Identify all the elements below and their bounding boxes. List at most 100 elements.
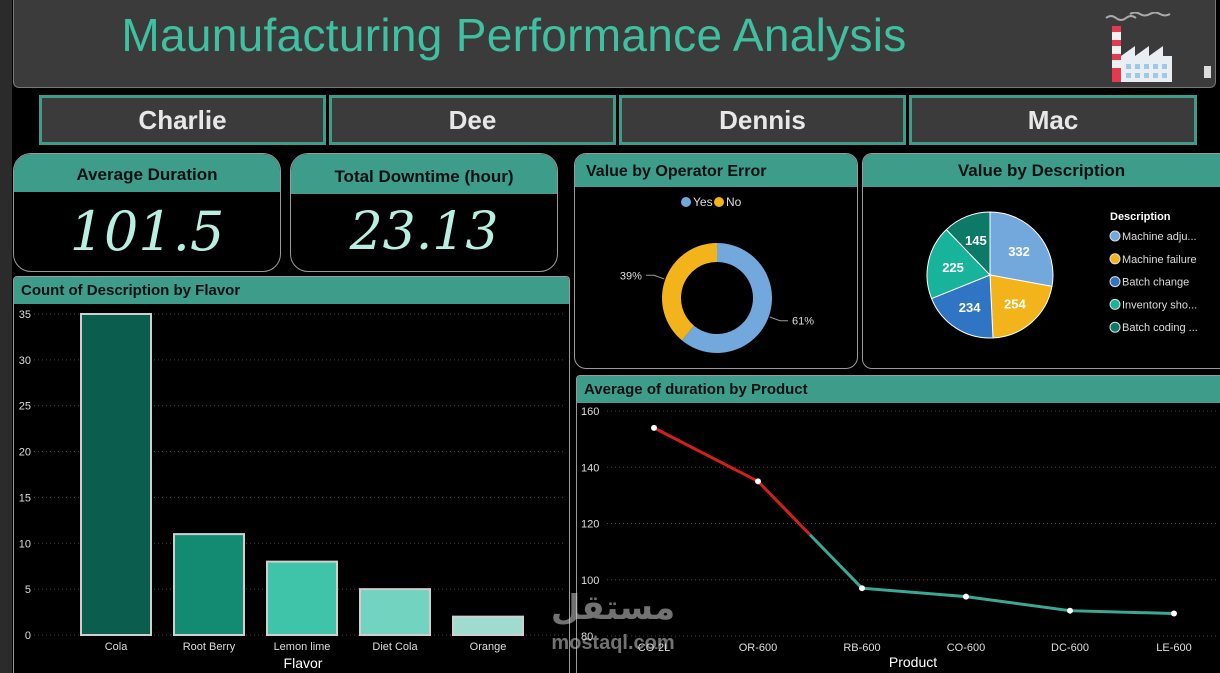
y-tick-label: 10 [19,538,31,550]
line-segment [653,426,759,483]
y-tick-label: 120 [581,519,599,531]
legend-swatch [681,197,691,207]
x-tick-label: CO-2L [638,642,670,654]
x-tick-label: LE-600 [1156,642,1191,654]
legend-swatch [1109,298,1121,310]
y-tick-label: 160 [581,406,599,418]
legend-label: No [726,195,742,209]
kpi-label: Total Downtime (hour) [291,154,557,194]
legend-label: Machine failure [1122,254,1197,266]
legend-label: Inventory sho... [1122,299,1197,311]
x-tick-label: RB-600 [843,642,880,654]
donut-slice-no [662,243,717,341]
operator-button-dennis[interactable]: Dennis [619,95,906,145]
kpi-value: 101.5 [69,200,225,263]
left-edge-strip [0,0,12,673]
legend-swatch [714,197,724,207]
pie-value-label: 145 [965,233,987,248]
donut-slice-yes [681,243,772,353]
pie-value-label: 225 [942,260,964,275]
line-segment [756,480,812,536]
legend-label: Batch change [1122,277,1189,289]
y-tick-label: 15 [19,492,31,504]
y-tick-label: 35 [19,309,31,321]
pie-slice [930,274,994,339]
bar-root-berry [173,533,245,636]
bar-lemon-lime [266,560,338,636]
y-tick-label: 5 [25,584,31,596]
x-tick-label: Root Berry [183,641,236,653]
leader-line [769,316,789,322]
legend-swatch [1109,230,1121,242]
legend-title: Description [1110,211,1171,223]
data-point [1067,607,1073,614]
chart-title: Count of Description by Flavor [14,277,569,304]
x-tick-label: Cola [105,641,129,653]
data-point [651,424,657,431]
scroll-handle[interactable] [1204,66,1211,78]
pie-value-label: 254 [1004,296,1026,311]
bar-cola [80,313,152,636]
data-label: 61% [792,316,814,328]
leader-line [645,274,665,280]
page-title: Maunufacturing Performance Analysis [121,9,907,61]
x-tick-label: OR-600 [739,642,778,654]
x-tick-label: DC-600 [1051,642,1089,654]
operator-button-mac[interactable]: Mac [909,95,1197,145]
data-point [755,478,761,485]
kpi-value: 23.13 [349,202,499,262]
x-tick-label: Orange [470,641,507,653]
line-segment [965,595,1071,613]
line-segment [1069,609,1175,615]
chart-title: Value by Operator Error [575,154,857,187]
legend-label: Yes [693,195,713,209]
pie-value-label: 234 [959,300,981,315]
chart-title: Average of duration by Product [577,376,1220,403]
legend-swatch [1109,276,1121,288]
bar-diet-cola [359,588,431,636]
chart-title: Value by Description [863,154,1220,187]
y-tick-label: 140 [581,462,599,474]
kpi-card-average-duration: Average Duration 101.5 [13,153,281,272]
y-tick-label: 100 [581,575,599,587]
kpi-label: Average Duration [14,154,280,192]
legend-swatch [1109,253,1121,265]
x-tick-label: Diet Cola [372,641,418,653]
line-segment [861,586,967,599]
pie-slice [945,211,991,277]
duration-line-chart: 80 100 120 140 160 CO-2L OR-600 RB-600 CO-600 DC-… [581,406,1217,670]
x-tick-label: Lemon lime [274,641,331,653]
pie-slice [989,211,1054,287]
y-tick-label: 0 [25,630,31,642]
operator-error-donut: Yes No 61% 39% [620,195,814,353]
x-axis-label: Product [889,654,937,670]
y-tick-label: 25 [19,401,31,413]
operator-button-dee[interactable]: Dee [329,95,616,145]
operator-error-card: Value by Operator Error Yes No 61% 39% [574,153,858,369]
line-segment [808,533,864,590]
operator-button-charlie[interactable]: Charlie [39,95,326,145]
pie-slice [926,228,991,300]
y-tick-label: 20 [19,447,31,459]
flavor-bar-chart: 0 5 10 15 20 25 30 35 Cola Root Berry Lemon lime Di… [19,309,566,671]
pie-slice [989,274,1053,339]
legend-label: Machine adju... [1122,231,1197,243]
x-axis-label: Flavor [284,655,323,671]
pie-value-label: 332 [1008,244,1030,259]
data-point [859,585,865,592]
data-point [963,593,969,600]
flavor-bar-card: Count of Description by Flavor 0 5 10 15 20 2… [13,276,570,673]
x-tick-label: CO-600 [947,642,986,654]
y-tick-label: 80 [581,631,593,643]
factory-icon [1105,12,1172,82]
header-banner: Maunufacturing Performance Analysis [13,0,1216,88]
kpi-card-total-downtime: Total Downtime (hour) 23.13 [290,153,558,272]
legend-label: Batch coding ... [1122,322,1198,334]
bar-orange [452,615,524,636]
data-label: 39% [620,270,642,282]
legend-swatch [1109,321,1121,333]
data-point [1171,610,1177,617]
duration-line-card: Average of duration by Product 80 100 120 1… [576,375,1220,673]
y-tick-label: 30 [19,355,31,367]
